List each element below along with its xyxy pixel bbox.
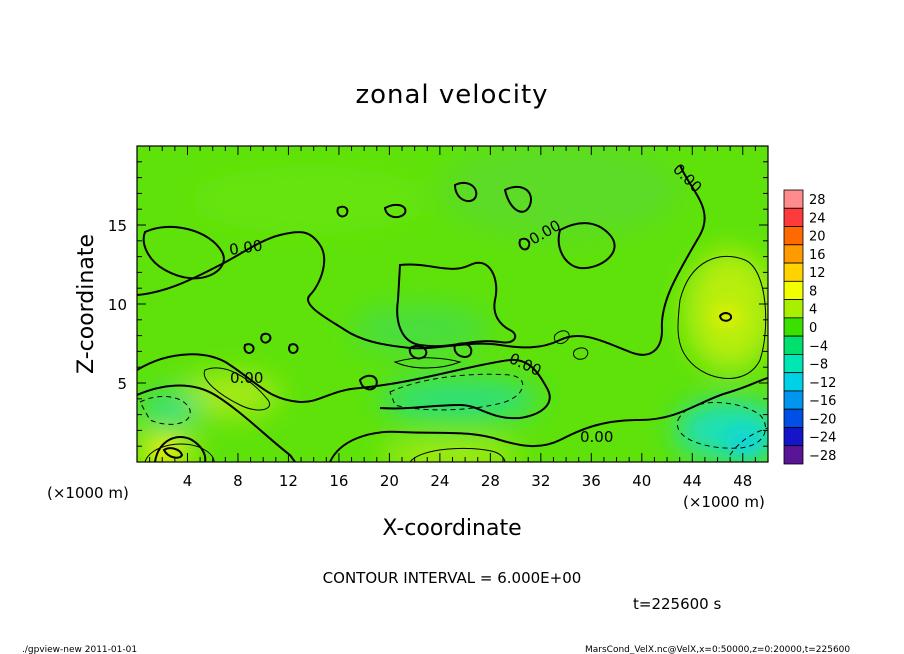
contour-label: 0.00: [228, 236, 264, 258]
colorbar-cell: [783, 317, 804, 337]
footer-left: ./gpview-new 2011-01-01: [22, 645, 137, 654]
chart-title: zonal velocity: [355, 80, 548, 110]
x-tick-label: 28: [481, 472, 500, 490]
y-axis-label: Z-coordinate: [74, 234, 99, 374]
x-tick-label: 8: [233, 472, 243, 490]
colorbar-cell: [783, 335, 804, 355]
colorbar-cell: [783, 445, 804, 465]
colorbar-label: 20: [809, 230, 826, 245]
colorbar-label: 8: [809, 284, 817, 299]
colorbar-label: −28: [809, 449, 836, 464]
contour-interval-text: CONTOUR INTERVAL = 6.000E+00: [323, 569, 582, 587]
colorbar-cell: [783, 372, 804, 392]
colorbar-label: 28: [809, 193, 826, 208]
colorbar-label: 24: [809, 211, 826, 226]
x-axis-label: X-coordinate: [382, 516, 521, 541]
x-tick-label: 4: [183, 472, 193, 490]
y-axis-ticks: 5 10 15: [108, 161, 768, 447]
x-unit-right: (×1000 m): [683, 493, 765, 511]
x-unit-left: (×1000 m): [47, 484, 129, 502]
x-tick-label: 24: [430, 472, 449, 490]
x-tick-label: 16: [329, 472, 348, 490]
zero-contours: [137, 164, 768, 462]
colorbar-cell: [783, 262, 804, 282]
colorbar-label: −12: [809, 376, 836, 391]
colorbar-label: 12: [809, 266, 826, 281]
x-tick-label: 48: [733, 472, 752, 490]
colorbar-label: −24: [809, 431, 836, 446]
contours-negative: [139, 373, 768, 456]
colorbar-cell: [783, 353, 804, 374]
colorbar-cell: [783, 189, 804, 209]
time-text: t=225600 s: [633, 595, 721, 613]
x-axis-ticks: 4 8 12 16 20 24 28 32 36 40 44 48: [149, 146, 756, 490]
colorbar-label: −4: [809, 339, 828, 354]
colorbar-cell: [783, 280, 804, 301]
y-tick-label: 15: [108, 217, 127, 235]
x-tick-label: 36: [582, 472, 601, 490]
colorbar-cell: [783, 207, 804, 227]
colorbar-label: −16: [809, 394, 836, 409]
colorbar-cell: [783, 244, 804, 264]
x-tick-label: 20: [380, 472, 399, 490]
contour-label: 0.00: [230, 369, 263, 387]
x-tick-label: 40: [632, 472, 651, 490]
colorbar-cell: [783, 427, 804, 447]
colorbar-label: 0: [809, 321, 817, 336]
colorbar-label: −20: [809, 412, 836, 427]
colorbar-label: −8: [809, 358, 828, 373]
heatmap-field: 0.00 0.00 0.00 0.00 0.00 0.00: [137, 146, 768, 462]
colorbar-cell: [783, 408, 804, 428]
x-tick-label: 44: [683, 472, 702, 490]
x-tick-label: 32: [531, 472, 550, 490]
y-tick-label: 10: [108, 296, 127, 314]
y-tick-label: 5: [117, 375, 127, 393]
x-tick-label: 12: [279, 472, 298, 490]
contour-label: 0.00: [580, 428, 613, 446]
colorbar-cell: [783, 226, 804, 246]
colorbar-label: 16: [809, 248, 826, 263]
footer-right: MarsCond_VelX.nc@VelX,x=0:50000,z=0:2000…: [585, 645, 850, 654]
colorbar-cell: [783, 390, 804, 410]
colorbar-label: 4: [809, 303, 817, 318]
colorbar: 28 24 20 16 12 8 4 0 −4 −8 −12 −16 −20 −24 −28: [783, 189, 836, 465]
colorbar-cell: [783, 299, 804, 319]
contours-thin: [144, 255, 767, 462]
